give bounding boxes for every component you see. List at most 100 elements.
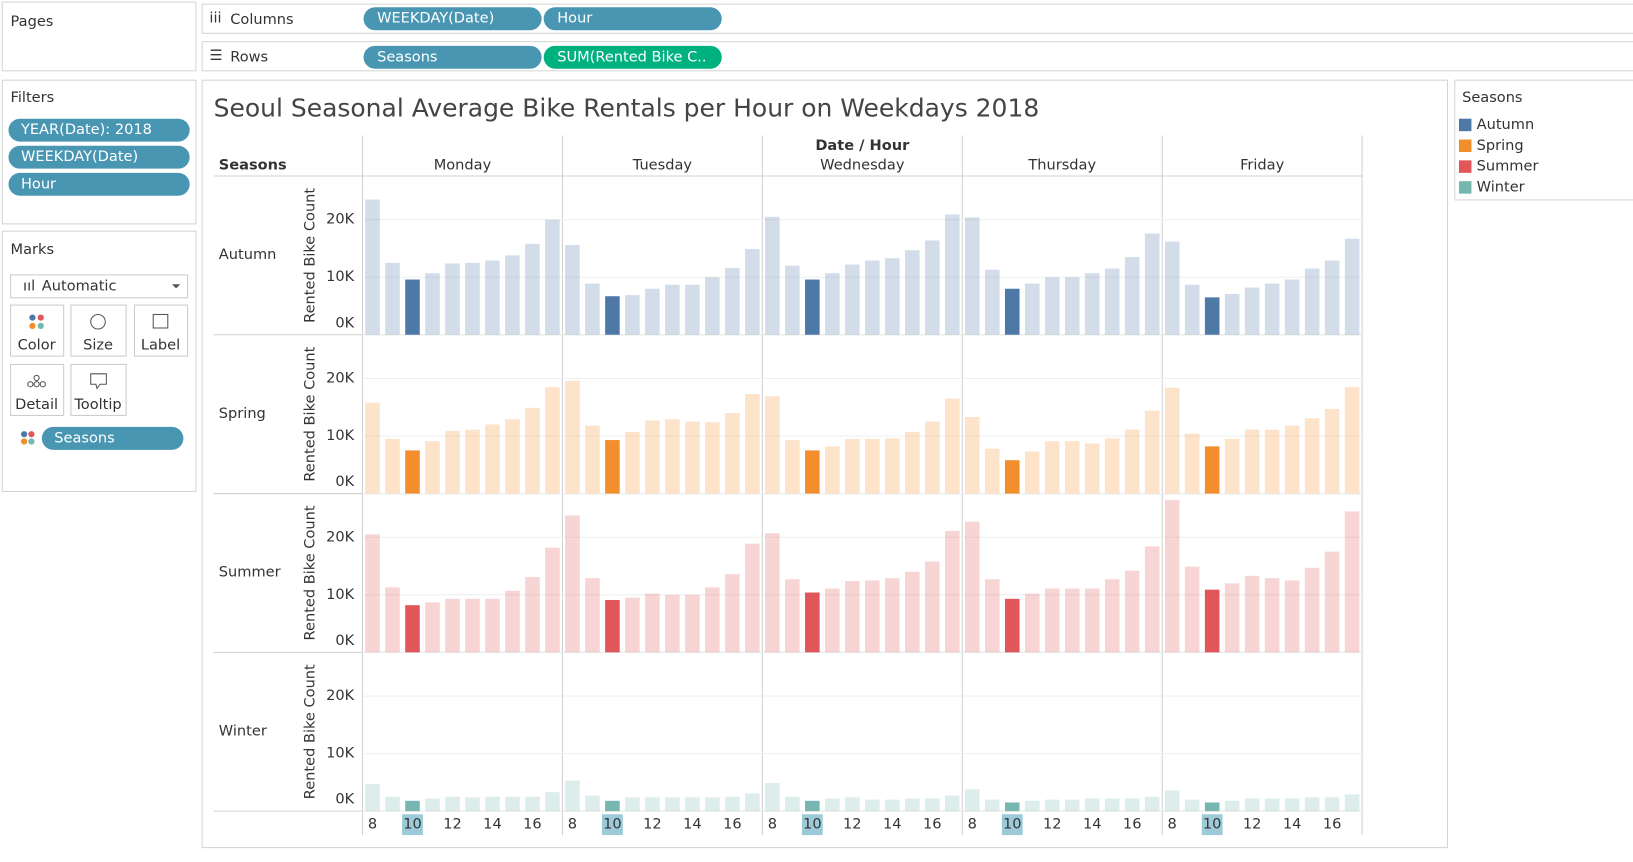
bar [1144,233,1160,335]
legend-label: Winter [1477,178,1525,195]
bar [984,448,1000,494]
column-header: Tuesday [632,157,693,174]
y-tick-label: 20K [326,369,355,386]
x-tick-label: 14 [1283,816,1302,833]
x-tick-label: 16 [1323,816,1342,833]
legend-swatch [1458,160,1472,173]
bar [1064,799,1080,812]
bar [745,249,760,335]
x-tick-label: 14 [483,816,502,833]
bar [705,587,720,653]
rows-icon: ☰ [209,47,222,64]
filter-pill[interactable] [8,118,190,142]
bar [1244,287,1260,335]
mark-type-dropdown[interactable] [10,274,189,299]
bar [365,784,380,812]
bar [425,273,440,335]
bar [805,279,820,335]
x-tick-label: 16 [923,816,942,833]
bar [1224,583,1240,653]
bar [625,597,640,653]
size-button[interactable] [70,304,127,357]
bar [845,264,860,335]
label-icon [152,313,169,329]
filters-title: Filters [11,89,55,106]
bar [924,240,940,335]
bar [745,394,760,494]
detail-button[interactable] [10,363,65,416]
row-pill[interactable] [543,45,722,69]
bar [1144,410,1160,494]
bar [1244,798,1260,812]
bar [1224,293,1240,335]
color-icon [37,322,44,330]
bar [545,387,560,494]
bar [445,430,460,494]
bar [545,792,560,812]
bar [1164,499,1180,653]
bar [565,245,580,335]
bar [365,534,380,653]
marks-button-label: Label [141,337,180,354]
bar [1344,511,1360,653]
column-pill[interactable] [363,7,542,31]
color-icon [20,431,28,438]
marks-button-label: Color [18,337,56,354]
bar [964,521,980,653]
bar [1264,578,1280,653]
bar [1264,798,1280,812]
row-label: Spring [219,405,266,422]
row-pill[interactable] [363,45,542,69]
bar [1064,277,1080,335]
bar [725,413,740,494]
column-pill-text: WEEKDAY(Date) [377,10,494,27]
marks-pill-text: Seasons [54,429,114,446]
bar [984,269,1000,335]
bar [505,796,520,812]
tooltip-button[interactable] [70,363,127,416]
bar [765,533,780,653]
column-pill-text: Hour [557,10,592,27]
color-button[interactable] [10,304,65,357]
filter-pill[interactable] [8,145,190,169]
dropdown-arrow [171,284,181,289]
row-label: Autumn [219,246,277,263]
bar [1264,283,1280,335]
x-tick-label: 12 [643,816,662,833]
legend-swatch [1458,139,1472,153]
bar [1044,799,1060,812]
bar [845,438,860,494]
bar [605,599,620,653]
bar [1264,429,1280,494]
bar [1104,579,1120,653]
bar [505,255,520,335]
x-tick-label: 14 [883,816,902,833]
filter-pill[interactable] [8,172,190,196]
bar [685,421,700,494]
bar [1184,284,1200,335]
x-tick-label: 8 [1168,816,1177,833]
filter-pill-text: YEAR(Date): 2018 [20,121,152,138]
bar [1044,277,1060,335]
x-tick-label: 10 [1003,816,1022,833]
bar [1344,387,1360,494]
bar [505,590,520,653]
x-tick-label: 12 [843,816,862,833]
column-pill[interactable] [543,7,722,31]
marks-button-label: Detail [15,396,58,413]
bar [924,798,940,812]
highlight-tick [801,814,823,836]
bar [445,796,460,812]
bar [1124,429,1140,494]
bar [825,588,840,653]
x-axis-title: Date / Hour [815,137,910,154]
bar [825,798,840,812]
bar [465,797,480,812]
bar [924,561,940,653]
bar [805,450,820,494]
label-button[interactable] [133,304,189,357]
marks-pill[interactable] [41,426,184,450]
bar [1344,794,1360,812]
bar [625,797,640,812]
